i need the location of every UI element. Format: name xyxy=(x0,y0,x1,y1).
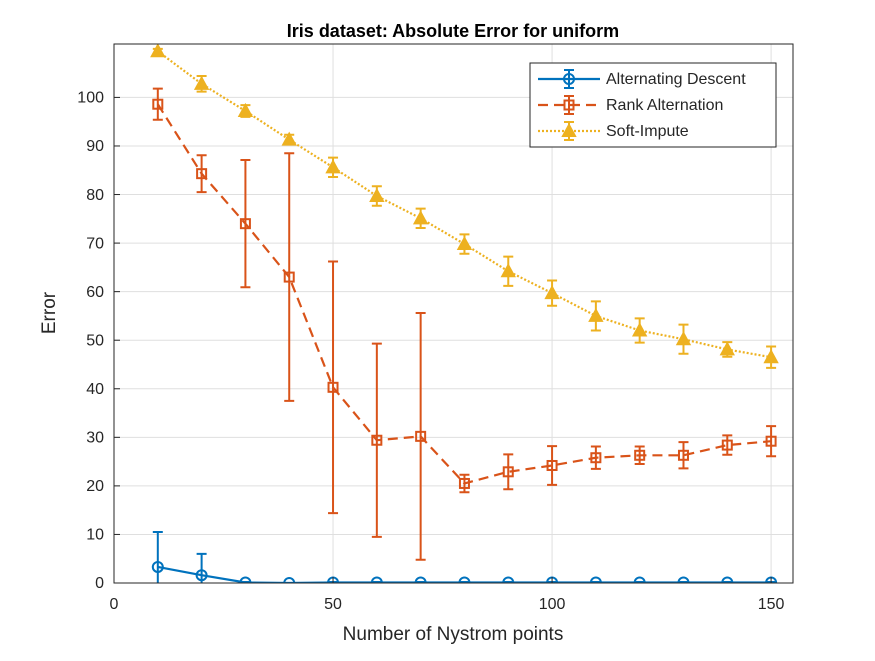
error-bar xyxy=(415,312,426,561)
marker xyxy=(719,341,735,356)
marker xyxy=(412,210,429,225)
x-tick-label: 150 xyxy=(758,596,785,613)
error-bar xyxy=(547,445,558,486)
marker xyxy=(283,271,295,283)
y-tick-label: 0 xyxy=(95,575,104,592)
error-bar xyxy=(590,445,601,470)
marker xyxy=(415,430,427,442)
x-tick-label: 50 xyxy=(324,596,342,613)
y-tick-label: 80 xyxy=(86,187,104,204)
error-bar xyxy=(678,441,689,470)
error-bar xyxy=(152,87,163,121)
marker xyxy=(502,466,514,478)
marker xyxy=(371,434,383,446)
y-tick-label: 60 xyxy=(86,284,104,301)
legend-marker xyxy=(561,122,577,137)
x-tick-label: 100 xyxy=(539,596,566,613)
error-bar xyxy=(459,473,470,494)
legend-label: Alternating Descent xyxy=(606,71,746,88)
marker xyxy=(458,477,470,489)
marker xyxy=(721,439,733,451)
marker xyxy=(281,131,297,146)
y-tick-label: 20 xyxy=(86,478,104,495)
marker xyxy=(675,331,692,346)
marker xyxy=(369,187,385,202)
x-tick-label: 0 xyxy=(110,596,119,613)
error-bar xyxy=(371,342,382,538)
marker xyxy=(588,307,604,322)
legend: Alternating Descent Rank Alternation Soft-… xyxy=(529,62,777,148)
y-axis-label: Error xyxy=(39,291,60,334)
marker xyxy=(151,560,164,573)
legend-error-bar xyxy=(564,95,574,115)
ticks: 0 50 100 150 0 10 20 30 40 50 60 70 80 90 100 xyxy=(77,90,784,614)
marker xyxy=(152,98,164,110)
marker xyxy=(327,381,339,393)
y-tick-label: 50 xyxy=(86,332,104,349)
x-axis-label: Number of Nystrom points xyxy=(343,624,564,645)
marker xyxy=(195,569,208,582)
error-bar xyxy=(328,260,339,515)
y-tick-label: 100 xyxy=(77,90,104,107)
y-tick-label: 90 xyxy=(86,138,104,155)
error-bar xyxy=(284,152,295,402)
marker xyxy=(150,44,166,58)
legend-marker xyxy=(563,73,575,85)
error-bar xyxy=(722,434,733,456)
series xyxy=(152,87,777,561)
marker xyxy=(239,218,251,230)
y-tick-label: 10 xyxy=(86,527,104,544)
error-bar xyxy=(634,445,645,466)
marker xyxy=(237,102,254,118)
y-tick-label: 40 xyxy=(86,381,104,398)
error-bar xyxy=(766,425,777,458)
line xyxy=(157,50,772,359)
error-bar xyxy=(503,453,514,491)
error-bar xyxy=(152,531,163,583)
chart-title: Iris dataset: Absolute Error for uniform xyxy=(287,21,619,41)
marker xyxy=(634,449,646,461)
marker xyxy=(546,459,558,471)
marker xyxy=(765,435,777,447)
legend-label: Rank Alternation xyxy=(606,97,723,114)
legend-marker xyxy=(563,99,575,111)
error-bar xyxy=(196,552,207,583)
marker xyxy=(590,452,602,464)
series xyxy=(150,44,779,369)
marker xyxy=(196,168,208,180)
marker xyxy=(500,263,516,278)
marker xyxy=(631,322,648,337)
error-bar xyxy=(240,159,251,289)
legend-label: Soft-Impute xyxy=(606,123,689,140)
marker xyxy=(456,235,473,251)
y-tick-label: 70 xyxy=(86,235,104,252)
marker xyxy=(677,449,689,461)
marker xyxy=(325,159,341,174)
marker xyxy=(283,577,296,583)
marker xyxy=(763,349,779,364)
marker xyxy=(544,285,560,300)
y-tick-label: 30 xyxy=(86,430,104,447)
marker xyxy=(193,75,210,90)
error-bar xyxy=(196,154,207,194)
axes-box xyxy=(113,43,794,584)
